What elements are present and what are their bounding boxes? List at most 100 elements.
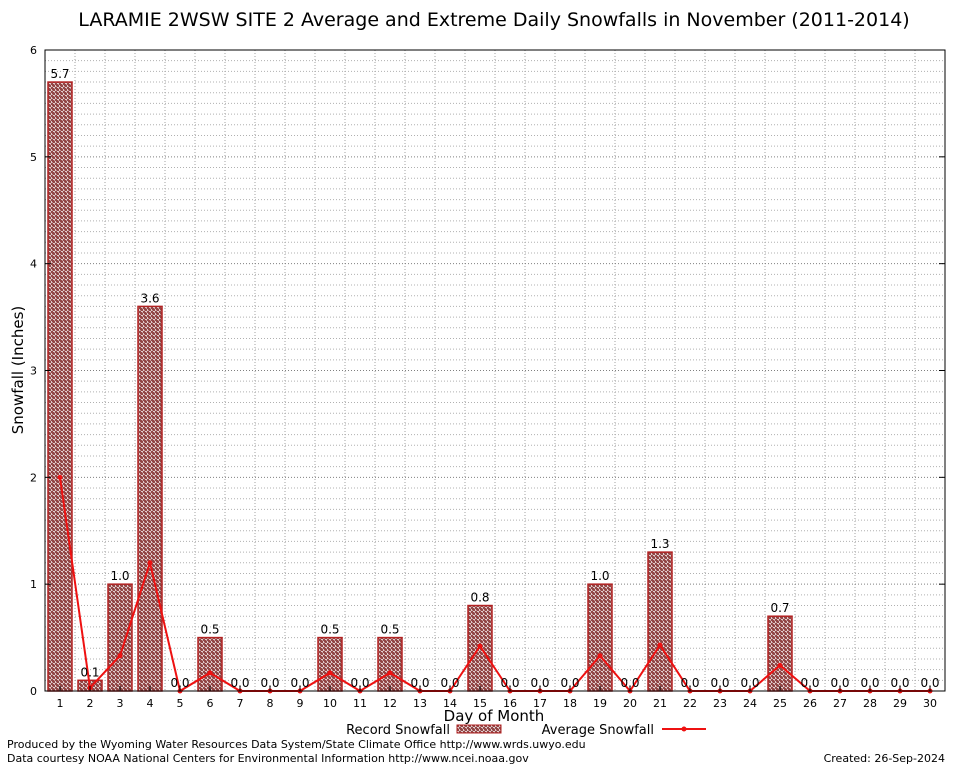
- average-series-line: [59, 477, 930, 693]
- record-data-label: 0.0: [350, 676, 369, 690]
- x-tick-label: 12: [383, 697, 397, 710]
- record-data-label: 0.0: [710, 676, 729, 690]
- x-tick-label: 28: [863, 697, 877, 710]
- record-bar: [587, 583, 613, 692]
- x-tick-label: 29: [893, 697, 907, 710]
- average-point: [777, 662, 783, 668]
- record-bar: [107, 583, 133, 692]
- record-bar: [317, 636, 343, 692]
- record-data-label: 0.0: [560, 676, 579, 690]
- record-bars: [47, 81, 793, 692]
- record-data-label: 0.0: [620, 676, 639, 690]
- record-data-label: 0.0: [170, 676, 189, 690]
- x-tick-label: 3: [117, 697, 124, 710]
- average-point: [327, 670, 333, 676]
- legend-average-marker: [681, 726, 687, 732]
- x-tick-label: 4: [147, 697, 154, 710]
- record-data-label: 0.0: [260, 676, 279, 690]
- x-tick-label: 9: [297, 697, 304, 710]
- x-tick-label: 17: [533, 697, 547, 710]
- average-point: [477, 643, 483, 649]
- x-tick-label: 14: [443, 697, 457, 710]
- chart-title: LARAMIE 2WSW SITE 2 Average and Extreme …: [78, 9, 909, 31]
- x-tick-label: 10: [323, 697, 337, 710]
- record-data-label: 0.0: [530, 676, 549, 690]
- record-bar: [47, 81, 73, 692]
- x-tick-label: 21: [653, 697, 667, 710]
- record-data-label: 0.0: [500, 676, 519, 690]
- x-tick-label: 23: [713, 697, 727, 710]
- record-data-label: 0.5: [380, 623, 399, 637]
- average-point: [117, 653, 123, 659]
- x-tick-label: 13: [413, 697, 427, 710]
- average-line: [57, 474, 933, 694]
- y-axis-title: Snowfall (Inches): [9, 306, 27, 434]
- average-point: [387, 670, 393, 676]
- y-tick-label: 3: [30, 365, 37, 378]
- x-tick-label: 18: [563, 697, 577, 710]
- y-tick-label: 2: [30, 471, 37, 484]
- record-data-label: 0.0: [290, 676, 309, 690]
- y-tick-label: 0: [30, 685, 37, 698]
- x-axis-title: Day of Month: [444, 707, 545, 725]
- plot-frame: [44, 49, 946, 692]
- x-tick-label: 2: [87, 697, 94, 710]
- record-data-label: 0.7: [770, 601, 789, 615]
- data-labels: 5.7 0.1 1.0 3.6 0.0 0.5 0.0 0.0 0.0 0.5 0.0 0.5 0.0 0…: [50, 67, 939, 690]
- x-tick-label: 30: [923, 697, 937, 710]
- x-tick-label: 11: [353, 697, 367, 710]
- footer-courtesy: Data courtesy NOAA National Centers for …: [7, 752, 529, 765]
- x-tick-label: 27: [833, 697, 847, 710]
- record-data-label: 0.5: [200, 623, 219, 637]
- record-data-label: 0.0: [410, 676, 429, 690]
- x-tick-label: 16: [503, 697, 517, 710]
- record-data-label: 0.0: [920, 676, 939, 690]
- x-tick-label: 7: [237, 697, 244, 710]
- record-data-label: 0.0: [740, 676, 759, 690]
- x-tick-label: 22: [683, 697, 697, 710]
- record-data-label: 3.6: [140, 291, 159, 305]
- average-point: [207, 670, 213, 676]
- record-bar: [767, 615, 793, 692]
- record-bar: [137, 305, 163, 692]
- record-data-label: 0.0: [860, 676, 879, 690]
- gridlines: [45, 50, 945, 691]
- x-tick-label: 8: [267, 697, 274, 710]
- x-tick-label: 5: [177, 697, 184, 710]
- legend-record-swatch: [456, 724, 502, 734]
- x-tick-label: 15: [473, 697, 487, 710]
- record-data-label: 0.0: [830, 676, 849, 690]
- x-axis-ticks: 1 2 3 4 5 6 7 8 9 10 11 12 13 14 15 16 17 18 19 20 21 22 23 24 2…: [57, 686, 937, 710]
- record-data-label: 0.1: [80, 665, 99, 679]
- record-data-label: 0.5: [320, 623, 339, 637]
- legend-average-label: Average Snowfall: [542, 723, 654, 738]
- x-tick-label: 19: [593, 697, 607, 710]
- y-tick-label: 5: [30, 151, 37, 164]
- average-point: [657, 642, 663, 648]
- average-point: [147, 560, 153, 566]
- x-tick-label: 20: [623, 697, 637, 710]
- record-data-label: 1.3: [650, 537, 669, 551]
- average-point: [597, 653, 603, 659]
- record-data-label: 0.0: [440, 676, 459, 690]
- record-bar: [647, 551, 673, 692]
- x-tick-label: 6: [207, 697, 214, 710]
- footer-producer: Produced by the Wyoming Water Resources …: [7, 738, 586, 751]
- x-tick-label: 24: [743, 697, 757, 710]
- y-tick-label: 6: [30, 44, 37, 57]
- footer-created: Created: 26-Sep-2024: [824, 752, 945, 765]
- average-point: [57, 474, 63, 480]
- y-tick-label: 1: [30, 578, 37, 591]
- y-tick-label: 4: [30, 258, 37, 271]
- record-data-label: 0.0: [800, 676, 819, 690]
- record-data-label: 5.7: [50, 67, 69, 81]
- record-bar: [377, 636, 403, 692]
- record-data-label: 0.8: [470, 591, 489, 605]
- record-bar: [197, 636, 223, 692]
- record-data-label: 1.0: [110, 569, 129, 583]
- legend: Record Snowfall Average Snowfall: [346, 723, 706, 738]
- record-data-label: 0.0: [680, 676, 699, 690]
- x-tick-label: 1: [57, 697, 64, 710]
- x-tick-label: 26: [803, 697, 817, 710]
